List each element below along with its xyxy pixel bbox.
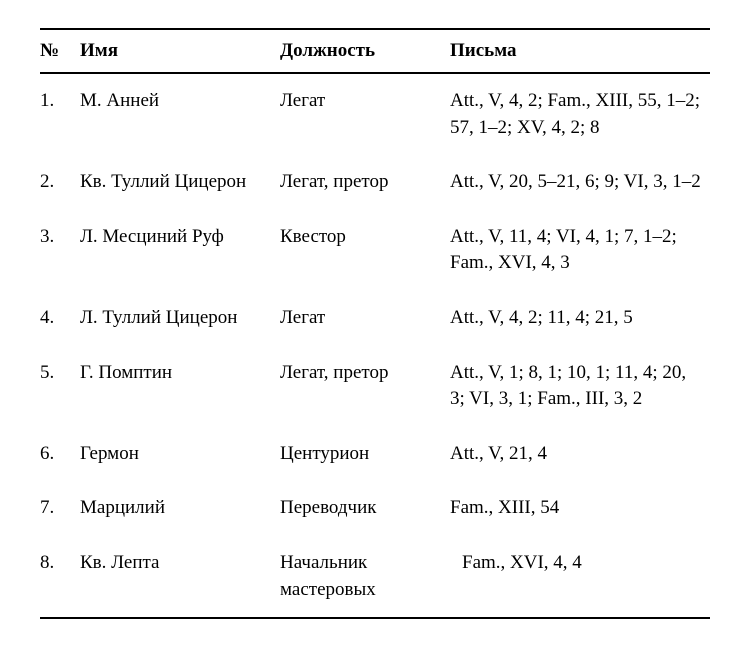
cell-name: Л. Месциний Руф	[80, 210, 280, 291]
table-row: 7.МарцилийПереводчикFam., XIII, 54	[40, 481, 710, 536]
cell-name: Гермон	[80, 427, 280, 482]
cell-name: Кв. Лепта	[80, 536, 280, 618]
cell-position: Легат, претор	[280, 346, 450, 427]
cell-position: Центурион	[280, 427, 450, 482]
cell-letters: Att., V, 11, 4; VI, 4, 1; 7, 1–2; Fam., …	[450, 210, 710, 291]
cell-position: Квестор	[280, 210, 450, 291]
table-row: 2.Кв. Туллий ЦицеронЛегат, преторAtt., V…	[40, 155, 710, 210]
cell-name: Л. Туллий Цицерон	[80, 291, 280, 346]
cell-letters: Att., V, 20, 5–21, 6; 9; VI, 3, 1–2	[450, 155, 710, 210]
header-num: №	[40, 29, 80, 73]
cell-num: 2.	[40, 155, 80, 210]
cell-num: 4.	[40, 291, 80, 346]
cell-num: 8.	[40, 536, 80, 618]
cell-num: 3.	[40, 210, 80, 291]
cell-position: Переводчик	[280, 481, 450, 536]
persons-table: № Имя Должность Письма 1.М. АннейЛегатAt…	[40, 28, 710, 619]
cell-position: Начальник мастеровых	[280, 536, 450, 618]
cell-position: Легат	[280, 73, 450, 155]
cell-letters: Fam., XVI, 4, 4	[450, 536, 710, 618]
cell-letters: Att., V, 21, 4	[450, 427, 710, 482]
table-row: 6.ГермонЦентурионAtt., V, 21, 4	[40, 427, 710, 482]
header-name: Имя	[80, 29, 280, 73]
cell-num: 5.	[40, 346, 80, 427]
table-row: 8.Кв. ЛептаНачальник мастеровыхFam., XVI…	[40, 536, 710, 618]
table-row: 3.Л. Месциний РуфКвесторAtt., V, 11, 4; …	[40, 210, 710, 291]
cell-num: 1.	[40, 73, 80, 155]
cell-letters: Fam., XIII, 54	[450, 481, 710, 536]
cell-position: Легат	[280, 291, 450, 346]
cell-position: Легат, претор	[280, 155, 450, 210]
table-header-row: № Имя Должность Письма	[40, 29, 710, 73]
cell-letters: Att., V, 4, 2; 11, 4; 21, 5	[450, 291, 710, 346]
header-position: Должность	[280, 29, 450, 73]
header-letters: Письма	[450, 29, 710, 73]
table-row: 4.Л. Туллий ЦицеронЛегатAtt., V, 4, 2; 1…	[40, 291, 710, 346]
cell-name: Кв. Туллий Цицерон	[80, 155, 280, 210]
cell-name: Марцилий	[80, 481, 280, 536]
table-row: 5.Г. ПомптинЛегат, преторAtt., V, 1; 8, …	[40, 346, 710, 427]
cell-name: М. Анней	[80, 73, 280, 155]
cell-name: Г. Помптин	[80, 346, 280, 427]
cell-num: 6.	[40, 427, 80, 482]
cell-letters: Att., V, 1; 8, 1; 10, 1; 11, 4; 20, 3; V…	[450, 346, 710, 427]
cell-num: 7.	[40, 481, 80, 536]
table-row: 1.М. АннейЛегатAtt., V, 4, 2; Fam., XIII…	[40, 73, 710, 155]
cell-letters: Att., V, 4, 2; Fam., XIII, 55, 1–2; 57, …	[450, 73, 710, 155]
table-body: 1.М. АннейЛегатAtt., V, 4, 2; Fam., XIII…	[40, 73, 710, 618]
